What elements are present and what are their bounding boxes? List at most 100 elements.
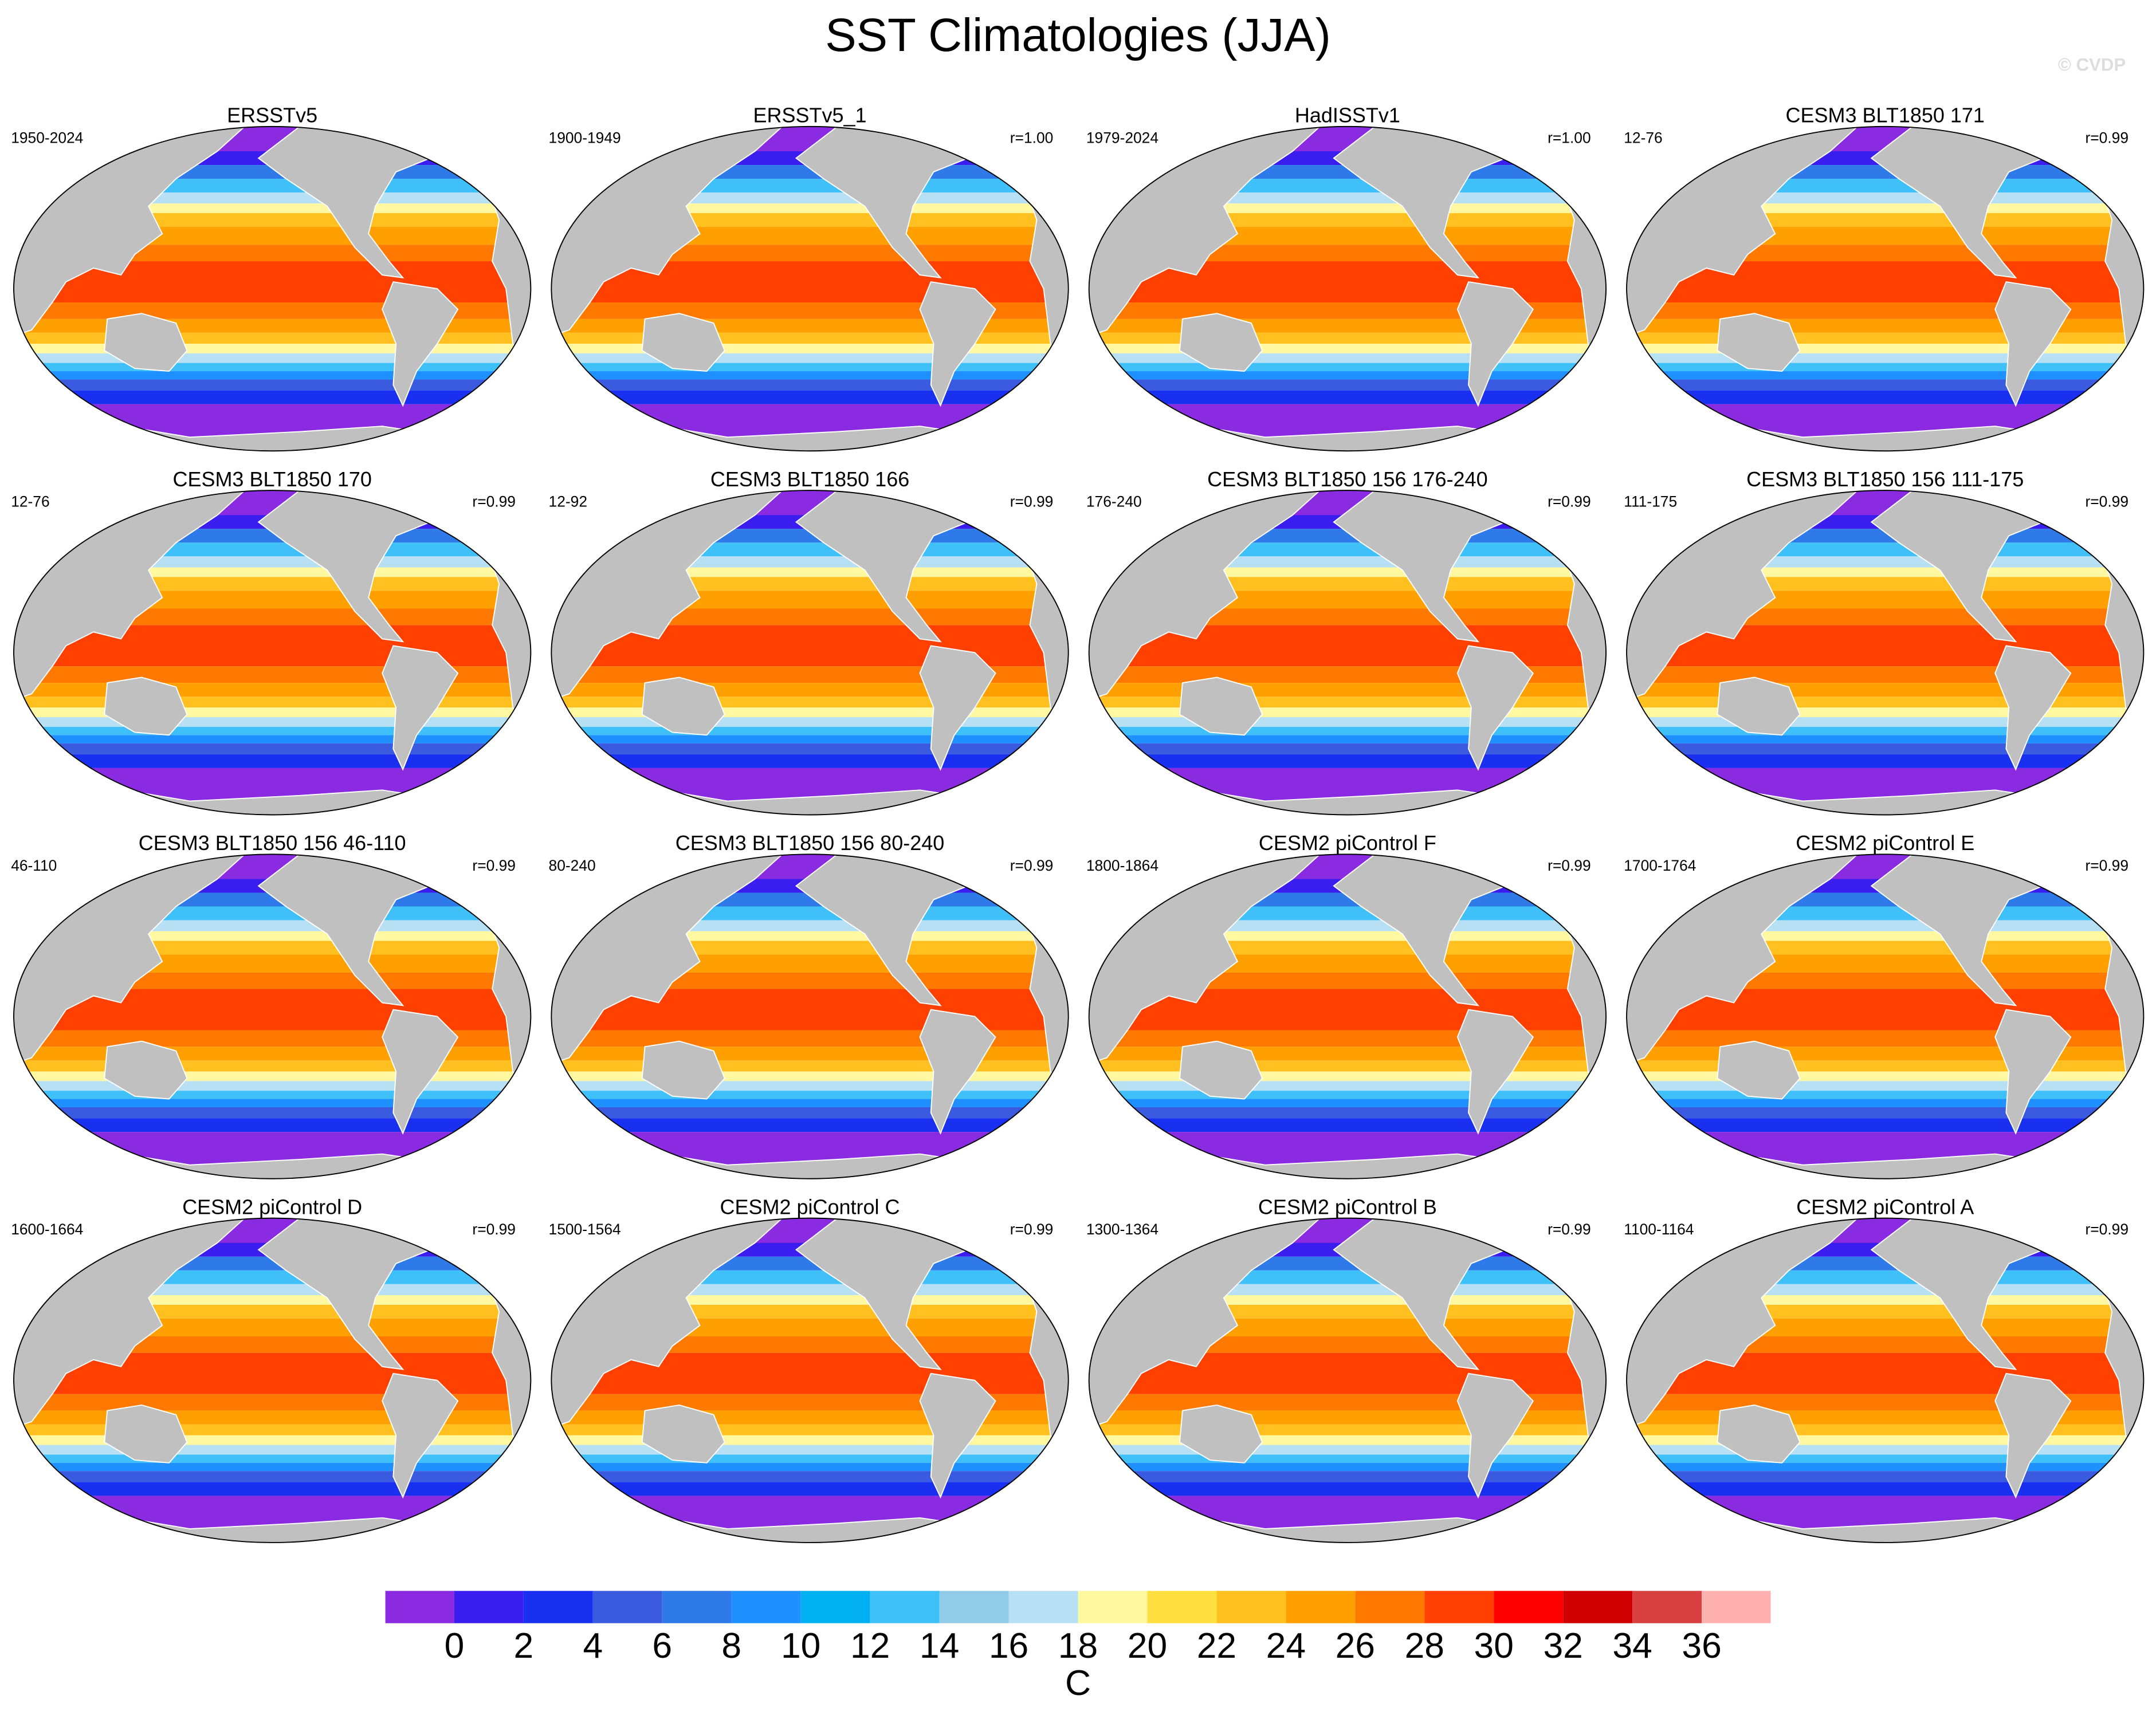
- colorbar-tick-label: 30: [1474, 1626, 1514, 1666]
- panel-correlation: r=0.99: [1548, 1221, 1591, 1238]
- panel-period: 1900-1949: [549, 129, 621, 146]
- colorbar-box: [384, 1590, 454, 1624]
- colorbar-box: [731, 1590, 801, 1624]
- colorbar-box: [592, 1590, 662, 1624]
- panel-title: ERSSTv5_1: [753, 104, 867, 127]
- colorbar-box: [1147, 1590, 1217, 1624]
- colorbar-box: [1216, 1590, 1286, 1624]
- colorbar-tick-label: 28: [1405, 1626, 1444, 1666]
- panel-correlation: r=0.99: [1010, 493, 1054, 510]
- colorbar-box: [870, 1590, 940, 1624]
- colorbar-frame: [384, 1590, 1772, 1624]
- colorbar-tick-label: 24: [1266, 1626, 1306, 1666]
- map-panel: [11, 124, 533, 454]
- panel-title: CESM3 BLT1850 166: [710, 467, 909, 491]
- colorbar-tick-label: 16: [989, 1626, 1028, 1666]
- panel-title: CESM2 piControl E: [1796, 831, 1974, 855]
- panel-correlation: r=1.00: [1010, 129, 1054, 146]
- colorbar-box: [1563, 1590, 1633, 1624]
- panel-period: 176-240: [1086, 493, 1142, 510]
- panel-correlation: r=0.99: [472, 493, 516, 510]
- watermark: © CVDP: [2058, 55, 2126, 75]
- colorbar-tick-label: 20: [1128, 1626, 1167, 1666]
- panel-title: CESM3 BLT1850 156 80-240: [676, 831, 944, 855]
- colorbar-tick-label: 32: [1543, 1626, 1582, 1666]
- map-panel: [1624, 1216, 2146, 1545]
- panel-correlation: r=0.99: [2085, 1221, 2128, 1238]
- panel-period: 1950-2024: [11, 129, 83, 146]
- map-panel: [549, 124, 1071, 454]
- panel-period: 1500-1564: [549, 1221, 621, 1238]
- panel-title: CESM2 piControl B: [1258, 1195, 1437, 1218]
- map-panel: [1624, 852, 2146, 1182]
- colorbar-box: [939, 1590, 1009, 1624]
- map-panel: [549, 487, 1071, 817]
- colorbar-tick-label: 22: [1197, 1626, 1236, 1666]
- colorbar-tick-label: 12: [850, 1626, 890, 1666]
- colorbar-box: [1494, 1590, 1564, 1624]
- map-panel: [11, 1216, 533, 1545]
- panel-title: CESM3 BLT1850 171: [1786, 104, 1985, 127]
- colorbar-tick-label: 18: [1058, 1626, 1098, 1666]
- map-panel: [11, 852, 533, 1182]
- panel-period: 1600-1664: [11, 1221, 83, 1238]
- colorbar-tick-label: 8: [721, 1626, 741, 1666]
- colorbar-tick-label: 34: [1612, 1626, 1652, 1666]
- panel-title: CESM3 BLT1850 170: [172, 467, 371, 491]
- panel-correlation: r=0.99: [1010, 857, 1054, 874]
- map-panel: [1624, 124, 2146, 454]
- panel-correlation: r=0.99: [2085, 857, 2128, 874]
- colorbar-box: [1702, 1590, 1772, 1624]
- panel-correlation: r=0.99: [1010, 1221, 1054, 1238]
- colorbar-box: [523, 1590, 593, 1624]
- panel-period: 111-175: [1624, 493, 1677, 510]
- colorbar-box: [1078, 1590, 1148, 1624]
- panel-title: CESM2 piControl F: [1259, 831, 1436, 855]
- colorbar-box: [1008, 1590, 1078, 1624]
- panel-correlation: r=0.99: [2085, 493, 2128, 510]
- map-panel: [1086, 487, 1609, 817]
- panel-correlation: r=0.99: [2085, 129, 2128, 146]
- map-panel: [1086, 124, 1609, 454]
- colorbar-unit: C: [1065, 1663, 1091, 1703]
- panel-title: CESM3 BLT1850 156 46-110: [139, 831, 406, 855]
- colorbar-tick-label: 4: [583, 1626, 603, 1666]
- colorbar-tick-label: 2: [514, 1626, 534, 1666]
- panel-title: ERSSTv5: [227, 104, 317, 127]
- panel-correlation: r=0.99: [472, 1221, 516, 1238]
- panel-correlation: r=0.99: [472, 857, 516, 874]
- map-panel: [1086, 852, 1609, 1182]
- panel-period: 1979-2024: [1086, 129, 1158, 146]
- map-panel: [549, 852, 1071, 1182]
- panel-title: HadISSTv1: [1295, 104, 1400, 127]
- figure-title: SST Climatologies (JJA): [825, 9, 1331, 61]
- colorbar-box: [662, 1590, 732, 1624]
- panel-period: 12-76: [11, 493, 49, 510]
- panel-title: CESM2 piControl C: [720, 1195, 900, 1218]
- map-panel: [549, 1216, 1071, 1545]
- panel-title: CESM2 piControl A: [1796, 1195, 1974, 1218]
- panel-period: 1100-1164: [1624, 1221, 1694, 1238]
- colorbar-box: [1424, 1590, 1494, 1624]
- map-panel: [1624, 487, 2146, 817]
- colorbar-box: [800, 1590, 870, 1624]
- panel-correlation: r=0.99: [1548, 857, 1591, 874]
- colorbar-tick-label: 36: [1682, 1626, 1721, 1666]
- panel-period: 80-240: [549, 857, 596, 874]
- panel-correlation: r=0.99: [1548, 493, 1591, 510]
- colorbar-tick-label: 14: [920, 1626, 959, 1666]
- panel-title: CESM3 BLT1850 156 111-175: [1746, 467, 2024, 491]
- colorbar-box: [1632, 1590, 1702, 1624]
- colorbar-tick-label: 0: [445, 1626, 465, 1666]
- panel-title: CESM3 BLT1850 156 176-240: [1207, 467, 1487, 491]
- colorbar-box: [1286, 1590, 1356, 1624]
- panel-period: 12-92: [549, 493, 587, 510]
- panel-period: 1700-1764: [1624, 857, 1696, 874]
- panel-period: 1300-1364: [1086, 1221, 1158, 1238]
- map-panel: [11, 487, 533, 817]
- panel-period: 46-110: [11, 857, 57, 874]
- panel-period: 1800-1864: [1086, 857, 1158, 874]
- panel-correlation: r=1.00: [1548, 129, 1591, 146]
